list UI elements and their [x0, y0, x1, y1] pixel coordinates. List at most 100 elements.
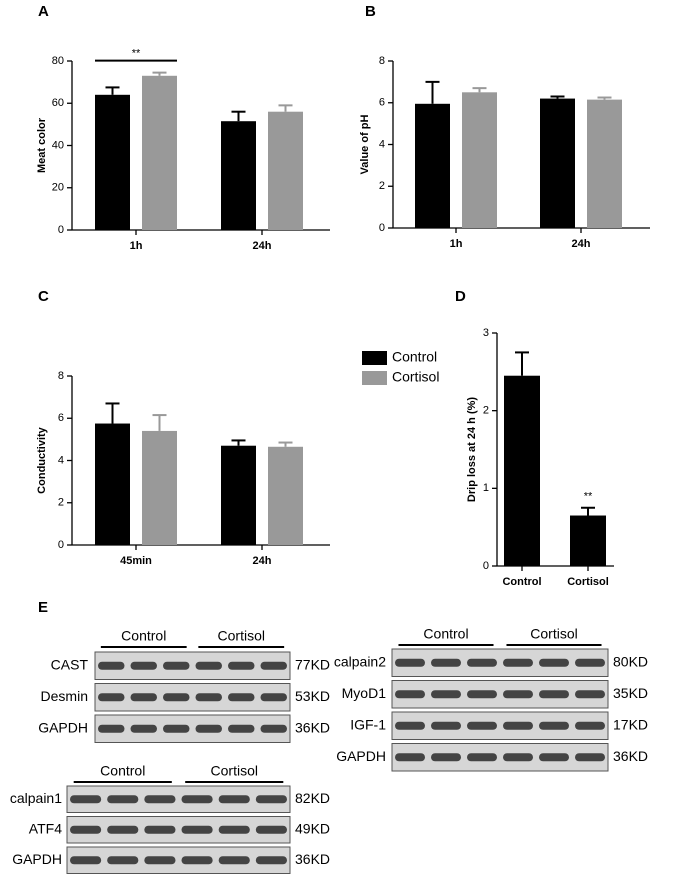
x-tick-label: Control [502, 576, 541, 588]
blot-band [539, 721, 569, 730]
row-label: calpain1 [10, 790, 62, 806]
blot-strip [94, 683, 291, 712]
blot-band [70, 795, 102, 804]
blot-band [467, 753, 497, 762]
group-label: Cortisol [530, 626, 577, 642]
bar [415, 103, 450, 228]
blot-band [260, 661, 287, 670]
y-tick-label: 0 [379, 222, 385, 234]
blot-band [255, 795, 287, 804]
blot-band [181, 825, 213, 834]
size-label: 36KD [613, 748, 648, 764]
bar [142, 430, 177, 545]
blot-band [130, 693, 157, 702]
row-label: CAST [51, 656, 89, 672]
blot-band [228, 724, 255, 733]
blot-strip [391, 680, 609, 709]
blot-band [195, 693, 222, 702]
blot-band [98, 661, 125, 670]
bar [95, 94, 130, 230]
y-tick-label: 8 [379, 55, 385, 67]
blot-band [467, 690, 497, 699]
size-label: 35KD [613, 685, 648, 701]
bar [142, 75, 177, 230]
x-tick-label: 24h [253, 240, 272, 252]
blot-band [503, 690, 533, 699]
size-label: 53KD [295, 688, 330, 704]
blot-band [218, 856, 250, 865]
x-tick-label: 24h [572, 238, 591, 250]
blot-band [181, 795, 213, 804]
bar [268, 111, 303, 230]
group-label: Cortisol [218, 628, 265, 644]
legend-label: Cortisol [392, 369, 439, 385]
bar [268, 446, 303, 545]
blot-band [575, 690, 605, 699]
blot-band [503, 721, 533, 730]
legend-swatch [362, 351, 387, 365]
blot-band [503, 753, 533, 762]
legend-label: Control [392, 349, 437, 365]
y-tick-label: 2 [58, 497, 64, 509]
bar [504, 375, 540, 566]
blot-band [539, 658, 569, 667]
blot-band [98, 724, 125, 733]
blot-band [431, 658, 461, 667]
group-label: Control [423, 626, 468, 642]
blot-strip [66, 816, 291, 844]
blot-band [195, 724, 222, 733]
blot-band [163, 724, 190, 733]
blot-strip [66, 785, 291, 813]
row-label: ATF4 [29, 820, 62, 836]
row-label: GAPDH [336, 748, 386, 764]
size-label: 77KD [295, 656, 330, 672]
size-label: 49KD [295, 820, 330, 836]
y-tick-label: 1 [483, 482, 489, 494]
blot-band [467, 658, 497, 667]
blot-band [218, 795, 250, 804]
size-label: 80KD [613, 653, 648, 669]
blot-strip [94, 651, 291, 680]
significance-label: ** [132, 48, 141, 60]
blot-band [255, 856, 287, 865]
bar [95, 423, 130, 545]
blot-band [539, 690, 569, 699]
y-tick-label: 60 [52, 97, 64, 109]
blot-band [144, 825, 176, 834]
blot-band [503, 658, 533, 667]
blot-band [395, 753, 425, 762]
row-label: calpain2 [334, 653, 386, 669]
blot-band [107, 856, 139, 865]
y-axis-title: Drip loss at 24 h (%) [466, 397, 478, 502]
blot-band [575, 753, 605, 762]
y-tick-label: 6 [58, 412, 64, 424]
bar [462, 92, 497, 228]
y-axis-title: Value of pH [359, 114, 371, 174]
panel-label: C [38, 288, 49, 305]
row-label: MyoD1 [342, 685, 387, 701]
blot-band [107, 795, 139, 804]
y-tick-label: 40 [52, 139, 64, 151]
blot-band [255, 825, 287, 834]
size-label: 17KD [613, 716, 648, 732]
blot-strip [391, 711, 609, 740]
y-axis-title: Meat color [36, 117, 48, 173]
y-tick-label: 8 [58, 370, 64, 382]
group-label: Control [100, 763, 145, 779]
y-tick-label: 6 [379, 97, 385, 109]
blot-strip [391, 743, 609, 772]
y-tick-label: 4 [379, 138, 385, 150]
bar [540, 98, 575, 228]
bar [221, 445, 256, 545]
blot-band [163, 661, 190, 670]
blot-band [98, 693, 125, 702]
blot-band [130, 724, 157, 733]
blot-band [395, 690, 425, 699]
blot-strip [66, 846, 291, 874]
blot-band [431, 753, 461, 762]
panel-label: A [38, 3, 49, 20]
bar [221, 121, 256, 230]
blot-band [467, 721, 497, 730]
y-tick-label: 20 [52, 182, 64, 194]
